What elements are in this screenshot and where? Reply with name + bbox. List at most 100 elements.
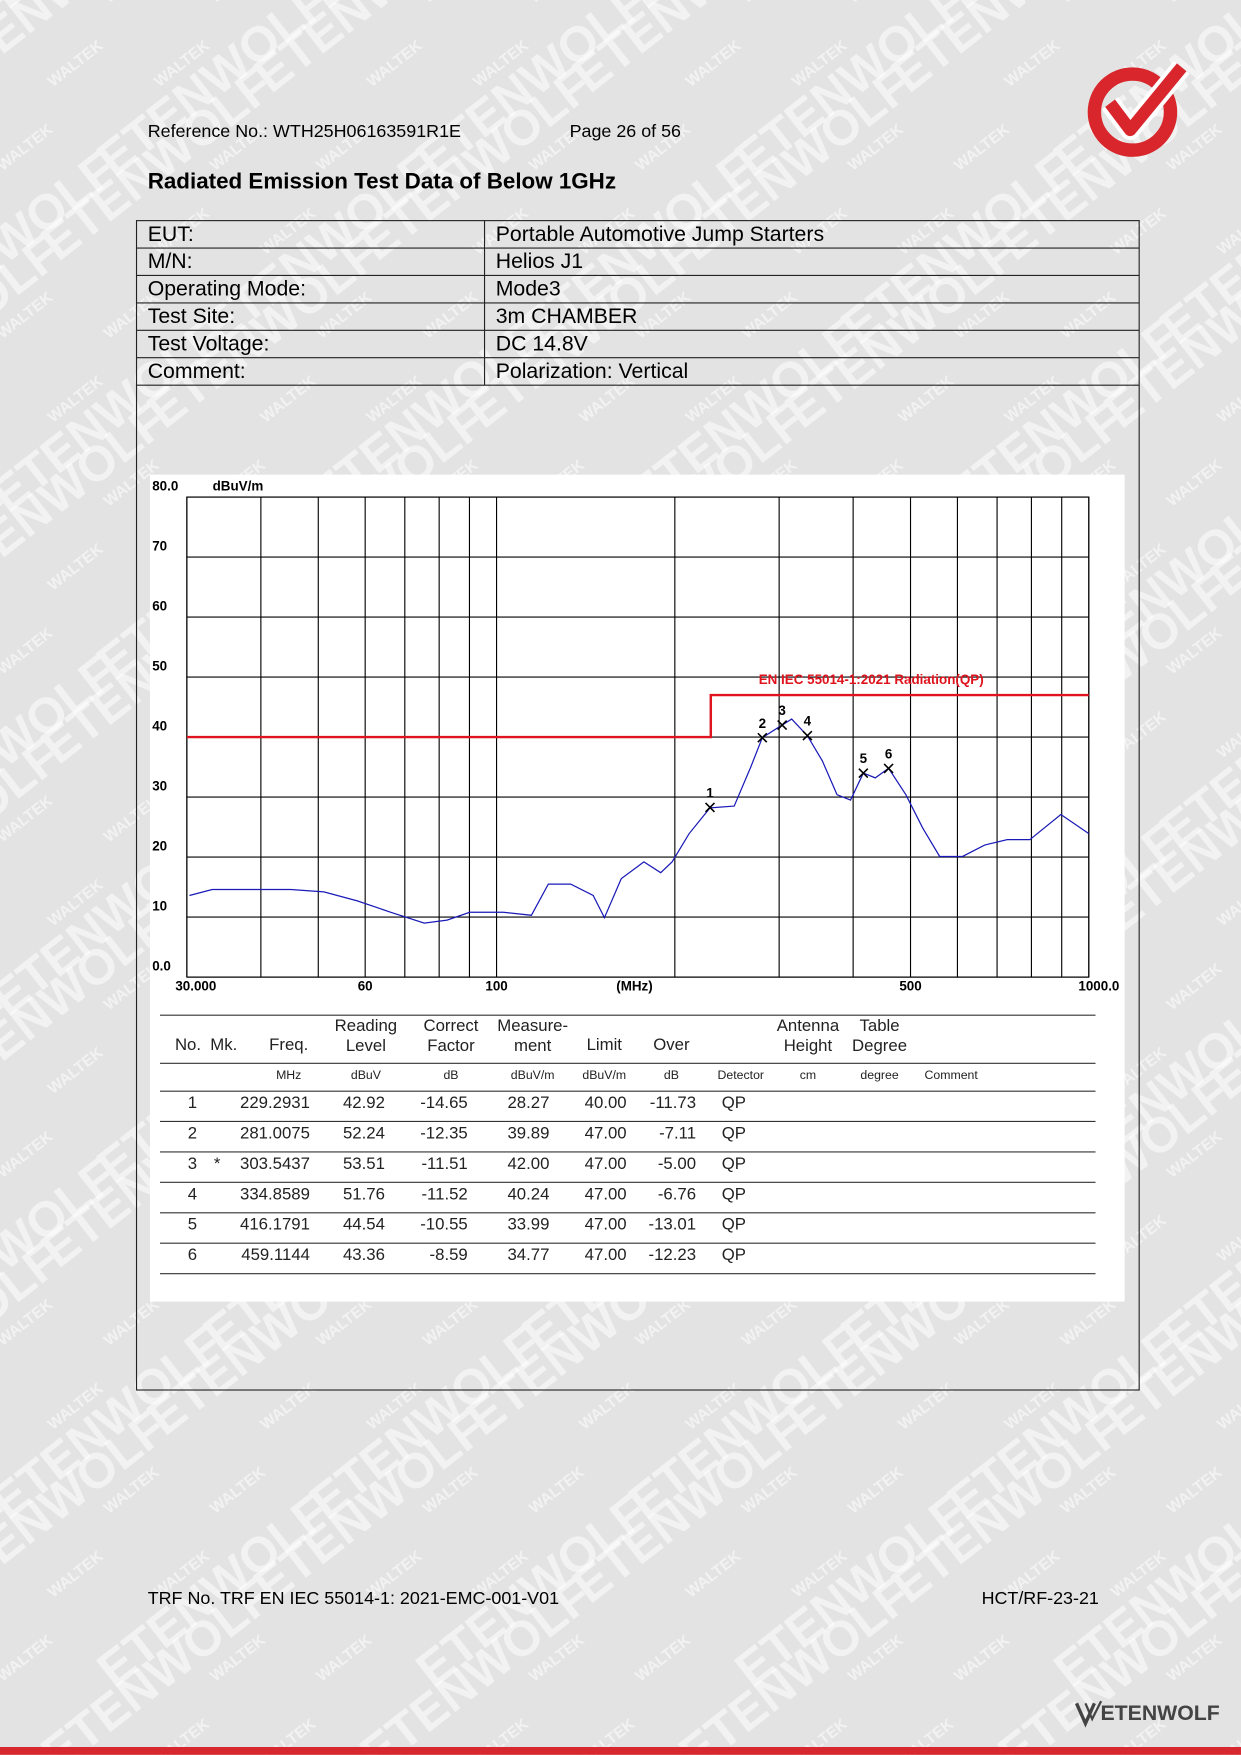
cell-detector: QP	[722, 1123, 746, 1142]
document-code: HCT/RF-23-21	[982, 1588, 1099, 1608]
cell-freq: 459.1144	[241, 1245, 310, 1264]
cell-factor: -10.55	[420, 1215, 468, 1234]
y-tick-label: 80.0	[152, 479, 178, 494]
cell-over: -11.73	[650, 1093, 696, 1112]
column-header: Over	[653, 1035, 690, 1054]
logo	[1087, 60, 1190, 157]
column-header: Level	[346, 1036, 386, 1055]
cell-no: 2	[188, 1123, 197, 1142]
cell-reading: 44.54	[343, 1215, 385, 1234]
peak-marker	[858, 768, 869, 779]
cell-no: 3	[188, 1154, 197, 1173]
peak-marker	[757, 732, 768, 743]
cell-factor: -8.59	[430, 1245, 468, 1264]
info-value: Portable Automotive Jump Starters	[496, 222, 824, 246]
cell-limit: 47.00	[585, 1123, 627, 1142]
info-value: Mode3	[496, 277, 561, 301]
x-tick-label: 100	[485, 979, 507, 994]
cell-no: 6	[188, 1245, 197, 1264]
info-label: Operating Mode:	[148, 277, 306, 301]
cell-limit: 47.00	[585, 1215, 627, 1234]
info-label: Test Site:	[148, 304, 235, 328]
column-unit: cm	[800, 1068, 816, 1082]
peak-marker-label: 6	[885, 747, 892, 762]
cell-measurement: 33.99	[507, 1215, 549, 1234]
info-value: 3m CHAMBER	[496, 304, 638, 328]
peak-marker	[883, 763, 894, 774]
cell-limit: 47.00	[585, 1184, 627, 1203]
column-header: Table	[860, 1016, 900, 1035]
column-header: Freq.	[269, 1035, 308, 1054]
column-header: ment	[514, 1036, 552, 1055]
y-tick-label: 0.0	[152, 959, 171, 974]
cell-freq: 334.8589	[240, 1184, 310, 1203]
cell-factor: -11.52	[421, 1184, 467, 1203]
cell-reading: 53.51	[343, 1154, 385, 1173]
cell-detector: QP	[722, 1184, 746, 1203]
cell-measurement: 28.27	[507, 1093, 549, 1112]
peak-marker-label: 5	[860, 751, 868, 766]
cell-reading: 43.36	[343, 1245, 385, 1264]
cell-reading: 42.92	[343, 1093, 385, 1112]
peak-marker-label: 3	[778, 703, 785, 718]
column-header: Limit	[587, 1035, 623, 1054]
cell-detector: QP	[722, 1154, 746, 1173]
column-unit: dB	[664, 1068, 679, 1082]
column-unit: dBuV/m	[582, 1068, 626, 1082]
cell-detector: QP	[722, 1093, 746, 1112]
cell-freq: 416.1791	[240, 1215, 310, 1234]
title: Radiated Emission Test Data of Below 1GH…	[148, 168, 616, 193]
y-tick-label: 20	[152, 839, 167, 854]
bottom-bar	[0, 1746, 1241, 1755]
column-unit: degree	[860, 1068, 898, 1082]
cell-measurement: 34.77	[507, 1245, 549, 1264]
info-value: Polarization: Vertical	[496, 359, 689, 383]
cell-over: -13.01	[648, 1215, 696, 1234]
peak-marker	[704, 802, 716, 813]
chart-area	[149, 474, 1125, 1302]
y-tick-label: 30	[152, 779, 167, 794]
column-header: Degree	[852, 1036, 907, 1055]
column-header: Measure-	[497, 1016, 568, 1035]
column-header: Factor	[427, 1036, 475, 1055]
column-header: Mk.	[210, 1035, 237, 1054]
y-tick-label: 60	[152, 599, 167, 614]
column-header: Height	[784, 1036, 833, 1055]
brand-icon	[1074, 1700, 1103, 1728]
y-tick-label: 40	[152, 719, 167, 734]
y-tick-label: 50	[152, 659, 167, 674]
peak-marker	[777, 720, 788, 731]
x-tick-label: 1000.0	[1078, 979, 1119, 994]
trf-number: TRF No. TRF EN IEC 55014-1: 2021-EMC-001…	[148, 1588, 559, 1608]
x-tick-label: 30.000	[175, 979, 216, 994]
peak-marker-label: 4	[804, 714, 812, 729]
y-axis-label: dBuV/m	[213, 479, 264, 494]
cell-over: -5.00	[658, 1154, 696, 1173]
cell-mk: *	[214, 1154, 221, 1173]
peak-marker-label: 1	[706, 786, 714, 801]
peak-marker-label: 2	[759, 716, 766, 731]
x-tick-label: 60	[358, 979, 373, 994]
cell-limit: 47.00	[585, 1154, 627, 1173]
limit-line	[186, 693, 1089, 739]
cell-over: -12.23	[648, 1245, 696, 1264]
column-unit: dBuV	[351, 1068, 382, 1082]
cell-over: -6.76	[658, 1184, 696, 1203]
cell-no: 1	[188, 1093, 197, 1112]
info-label: Test Voltage:	[148, 331, 270, 355]
column-unit: Detector	[718, 1068, 764, 1082]
column-header: No.	[175, 1035, 201, 1054]
cell-no: 5	[188, 1215, 197, 1234]
cell-measurement: 40.24	[507, 1184, 549, 1203]
limit-label: EN IEC 55014-1:2021 Radiation(QP)	[759, 672, 984, 687]
cell-measurement: 39.89	[507, 1123, 549, 1142]
info-value: Helios J1	[496, 249, 583, 273]
y-tick-label: 10	[152, 899, 167, 914]
cell-over: -7.11	[659, 1123, 696, 1142]
info-table: EUT: Portable Automotive Jump Starters M/N…	[136, 222, 1140, 386]
brand: ETENWOLF	[1101, 1701, 1220, 1725]
column-header: Antenna	[777, 1016, 840, 1035]
cell-factor: -12.35	[420, 1123, 468, 1142]
